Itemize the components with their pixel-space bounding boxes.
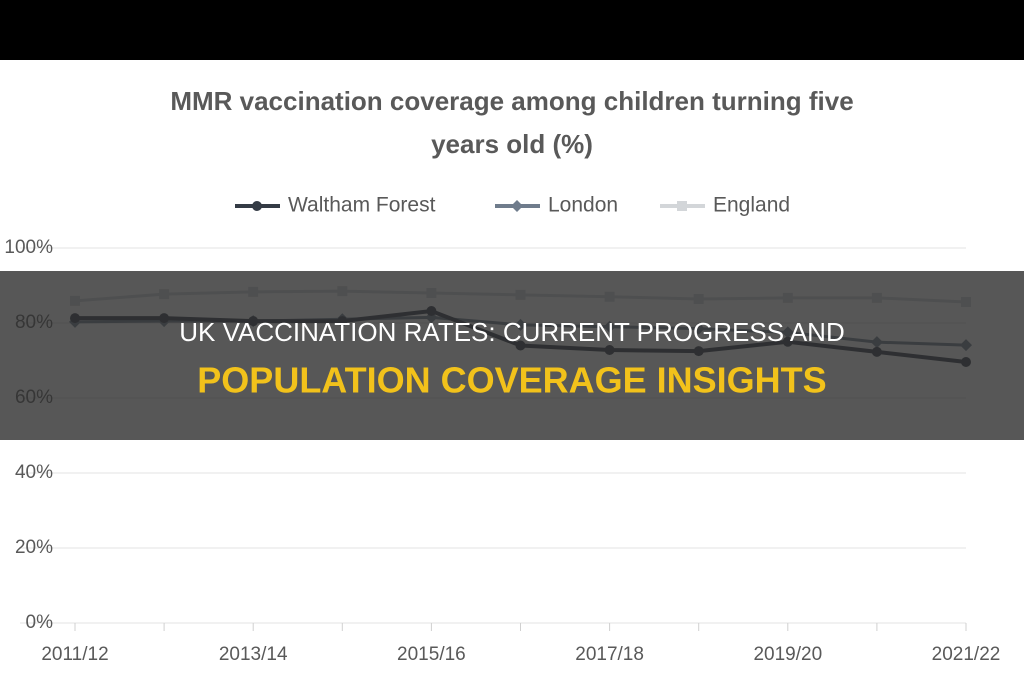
chart-title: years old (%): [431, 129, 593, 159]
y-tick-label: 100%: [4, 237, 53, 258]
legend-label: England: [713, 194, 790, 217]
marker: [252, 201, 262, 211]
marker: [677, 201, 687, 211]
x-tick-label: 2015/16: [397, 644, 466, 665]
y-tick-label: 20%: [15, 537, 53, 558]
y-tick-label: 0%: [26, 612, 54, 633]
banner-subheadline: POPULATION COVERAGE INSIGHTS: [197, 360, 826, 401]
x-tick-label: 2019/20: [753, 644, 822, 665]
x-tick-label: 2011/12: [41, 644, 108, 665]
legend-label: London: [548, 194, 618, 217]
banner: [0, 271, 1024, 440]
chart-title: MMR vaccination coverage among children …: [170, 86, 853, 116]
y-tick-label: 40%: [15, 462, 53, 483]
legend-label: Waltham Forest: [288, 194, 436, 217]
x-tick-label: 2013/14: [219, 644, 288, 665]
x-tick-label: 2021/22: [932, 644, 1001, 665]
marker: [511, 200, 523, 212]
x-tick-label: 2017/18: [575, 644, 644, 665]
top-bar: [0, 0, 1024, 60]
legend: Waltham Forest London England: [235, 194, 790, 217]
banner-headline: UK VACCINATION RATES: CURRENT PROGRESS A…: [179, 317, 845, 347]
